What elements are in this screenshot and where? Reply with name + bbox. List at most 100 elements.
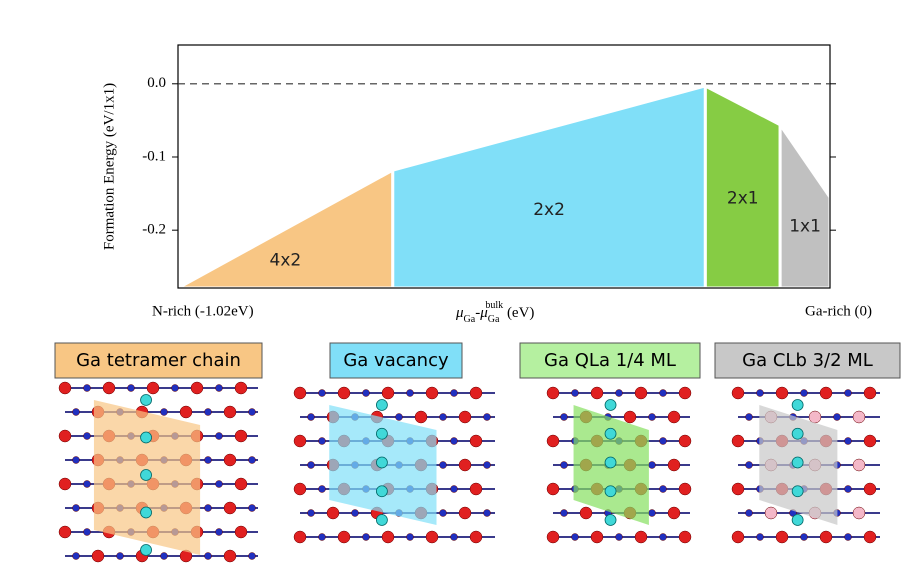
atom	[560, 461, 568, 469]
atom	[318, 533, 326, 541]
region-label: 4x2	[270, 251, 302, 271]
atom	[731, 482, 745, 496]
atom	[634, 386, 648, 400]
structure-panels: Ga tetramer chain Ga vacancy Ga QLa 1/4 ML…	[54, 342, 901, 563]
atom	[808, 410, 822, 424]
atom	[560, 413, 568, 421]
atom	[469, 530, 483, 544]
atom	[560, 509, 568, 517]
atom	[590, 530, 604, 544]
adatom	[604, 485, 617, 498]
y-tick-label: 0.0	[147, 75, 166, 91]
atom	[648, 413, 656, 421]
atom	[844, 437, 852, 445]
adatom	[140, 394, 152, 406]
atom	[83, 432, 91, 440]
atom	[546, 482, 560, 496]
atom	[844, 485, 852, 493]
region-label: 2x1	[727, 189, 759, 209]
x-axis-label: μGa-μGabulk (eV)	[455, 300, 534, 325]
atom	[819, 386, 833, 400]
atom	[844, 533, 852, 541]
x-right-label: Ga-rich (0)	[805, 303, 872, 319]
atom	[756, 533, 764, 541]
atom	[678, 482, 692, 496]
atom	[844, 389, 852, 397]
x-axis-label-part: Ga	[488, 314, 500, 325]
adatom	[375, 456, 388, 469]
atom	[58, 525, 72, 539]
atom	[458, 506, 472, 520]
atom	[863, 482, 877, 496]
atom	[469, 386, 483, 400]
atom	[439, 509, 447, 517]
atom	[58, 429, 72, 443]
adatom	[375, 427, 388, 440]
atom	[146, 381, 160, 395]
atom	[745, 413, 753, 421]
adatom	[375, 399, 388, 411]
panel-label-box	[54, 342, 263, 379]
atom	[72, 552, 80, 560]
atom	[318, 485, 326, 493]
atom	[667, 410, 681, 424]
adatom	[604, 399, 617, 411]
atom	[659, 485, 667, 493]
atom	[571, 533, 579, 541]
x-axis-label-part: Ga	[464, 314, 476, 325]
atom	[425, 530, 439, 544]
atom	[775, 530, 789, 544]
atom	[83, 480, 91, 488]
atom	[731, 386, 745, 400]
adatom	[140, 469, 152, 481]
atom	[406, 389, 414, 397]
atom	[223, 501, 237, 515]
atom	[458, 458, 472, 472]
atom	[450, 437, 458, 445]
atom	[83, 384, 91, 392]
atom	[590, 386, 604, 400]
atom	[458, 410, 472, 424]
atom	[293, 530, 307, 544]
lattice-image	[58, 381, 258, 563]
atom	[634, 530, 648, 544]
atom	[215, 432, 223, 440]
atom	[667, 458, 681, 472]
atom	[293, 482, 307, 496]
lattice-image	[546, 386, 692, 544]
atom	[326, 506, 340, 520]
atom	[395, 413, 403, 421]
panel-label-box	[519, 342, 701, 379]
atom	[659, 533, 667, 541]
panel-label-box	[329, 342, 463, 379]
atom	[337, 386, 351, 400]
atom	[546, 530, 560, 544]
atom	[852, 506, 866, 520]
adatom	[791, 456, 804, 469]
atom	[362, 389, 370, 397]
atom	[116, 552, 124, 560]
atom	[819, 530, 833, 544]
atom	[406, 533, 414, 541]
atom	[571, 389, 579, 397]
atom	[234, 477, 248, 491]
atom	[127, 384, 135, 392]
panel-label: Ga tetramer chain	[76, 350, 241, 371]
atom	[58, 477, 72, 491]
atom	[678, 386, 692, 400]
atom	[160, 408, 168, 416]
atom	[648, 509, 656, 517]
atom	[800, 389, 808, 397]
lattice-image	[731, 386, 880, 544]
atom	[102, 381, 116, 395]
atom	[483, 461, 491, 469]
atom	[307, 413, 315, 421]
adatom	[140, 506, 152, 519]
atom	[248, 552, 256, 560]
atom	[234, 525, 248, 539]
adatom	[604, 514, 617, 526]
atom	[204, 504, 212, 512]
atom	[546, 434, 560, 448]
adatom	[140, 431, 152, 444]
